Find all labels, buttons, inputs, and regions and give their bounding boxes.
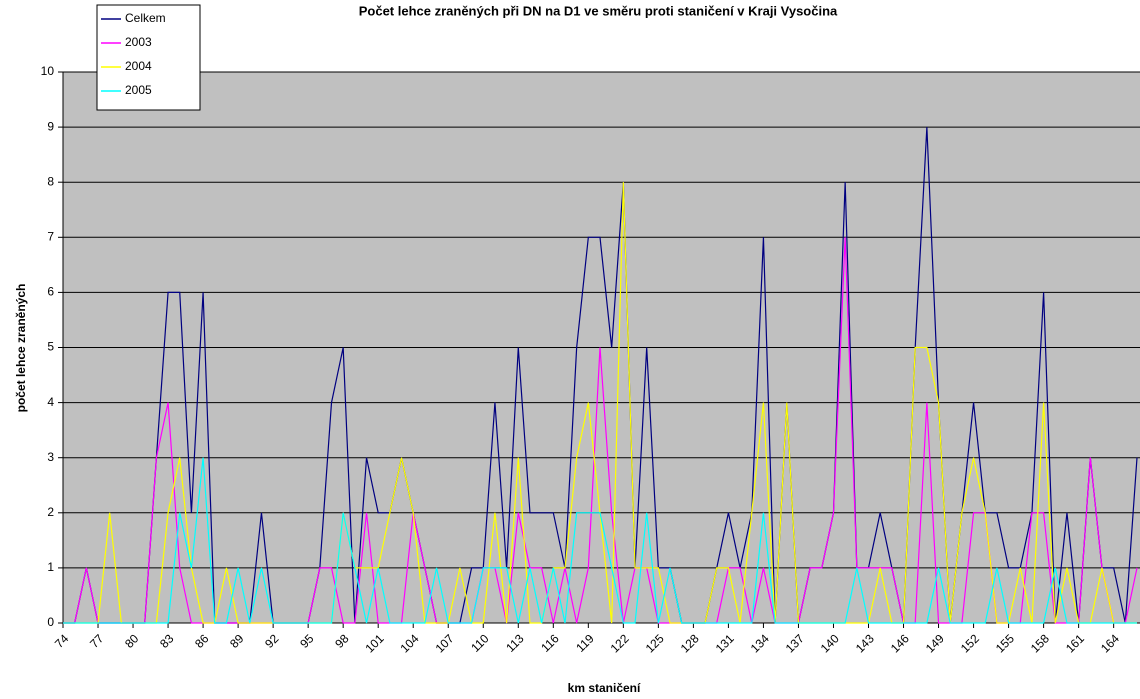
x-tick-label: 89 xyxy=(227,631,247,651)
x-tick-label: 98 xyxy=(332,631,352,651)
x-axis-title: km staničení xyxy=(568,681,641,695)
y-tick-label: 4 xyxy=(47,395,54,409)
x-tick-label: 155 xyxy=(993,631,1017,655)
x-tick-label: 164 xyxy=(1098,631,1122,655)
y-tick-label: 7 xyxy=(47,229,54,243)
y-tick-label: 6 xyxy=(47,285,54,299)
x-tick-label: 128 xyxy=(678,631,702,655)
x-tick-label: 86 xyxy=(192,631,212,651)
x-tick-label: 77 xyxy=(87,631,107,651)
legend-label: 2003 xyxy=(125,35,152,49)
x-tick-label: 80 xyxy=(122,631,142,651)
x-tick-label: 101 xyxy=(362,631,386,655)
x-tick-label: 143 xyxy=(853,631,877,655)
y-tick-label: 2 xyxy=(47,505,54,519)
x-tick-label: 107 xyxy=(433,631,457,655)
y-tick-label: 9 xyxy=(47,119,54,133)
y-tick-label: 1 xyxy=(47,560,54,574)
x-tick-label: 158 xyxy=(1028,631,1052,655)
x-tick-label: 131 xyxy=(713,631,737,655)
x-tick-label: 113 xyxy=(503,631,527,655)
y-tick-label: 0 xyxy=(47,615,54,629)
x-tick-label: 125 xyxy=(643,631,667,655)
x-tick-label: 119 xyxy=(573,631,597,655)
y-tick-label: 10 xyxy=(41,64,55,78)
x-tick-label: 161 xyxy=(1063,631,1087,655)
x-tick-label: 122 xyxy=(608,631,632,655)
y-tick-label: 5 xyxy=(47,340,54,354)
x-tick-label: 137 xyxy=(783,631,807,655)
y-tick-label: 3 xyxy=(47,450,54,464)
x-tick-label: 116 xyxy=(538,631,562,655)
x-tick-label: 149 xyxy=(923,631,947,655)
y-axis-title: počet lehce zraněných xyxy=(14,284,28,413)
x-tick-label: 140 xyxy=(818,631,842,655)
chart-title: Počet lehce zraněných při DN na D1 ve sm… xyxy=(359,3,838,18)
x-tick-label: 110 xyxy=(468,631,492,655)
y-tick-label: 8 xyxy=(47,174,54,188)
x-tick-label: 104 xyxy=(398,631,422,655)
series-line xyxy=(63,457,1137,624)
x-tick-label: 134 xyxy=(748,631,772,655)
x-tick-label: 146 xyxy=(888,631,912,655)
x-tick-label: 74 xyxy=(52,631,72,651)
x-tick-label: 95 xyxy=(297,631,317,651)
x-tick-label: 92 xyxy=(262,631,282,651)
legend-label: 2004 xyxy=(125,59,152,73)
legend-label: Celkem xyxy=(125,11,166,25)
x-tick-label: 152 xyxy=(958,631,982,655)
x-tick-label: 83 xyxy=(157,631,177,651)
legend-box xyxy=(96,4,201,111)
legend-label: 2005 xyxy=(125,83,152,97)
